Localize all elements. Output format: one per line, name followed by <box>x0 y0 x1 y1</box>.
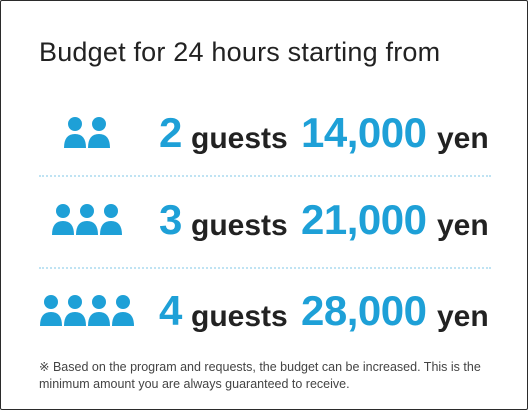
person-icon <box>76 204 98 235</box>
guests-label: guests <box>191 209 288 242</box>
currency-label: yen <box>437 300 489 333</box>
person-icon <box>112 295 134 326</box>
person-icon <box>100 204 122 235</box>
person-icon <box>64 117 86 148</box>
budget-note: ※ Based on the program and requests, the… <box>39 360 481 391</box>
guest-count: 3 <box>159 196 183 243</box>
row-divider <box>39 175 491 177</box>
currency-label: yen <box>437 122 489 155</box>
guest-icons <box>39 293 135 329</box>
guest-icons <box>51 202 123 238</box>
budget-title: Budget for 24 hours starting from <box>39 37 441 67</box>
currency-label: yen <box>437 209 489 242</box>
row-divider <box>39 267 491 269</box>
guest-count: 2 <box>159 109 183 156</box>
person-icon <box>88 117 110 148</box>
person-icon <box>88 295 110 326</box>
guests-label: guests <box>191 300 288 333</box>
budget-amount: 14,000 <box>301 109 427 156</box>
person-icon <box>52 204 74 235</box>
budget-amount: 28,000 <box>301 287 427 334</box>
person-icon <box>64 295 86 326</box>
budget-amount: 21,000 <box>301 196 427 243</box>
budget-row: 4 guests 28,000 yen <box>1 281 527 341</box>
guest-icons <box>63 115 111 151</box>
budget-row: 2 guests 14,000 yen <box>1 103 527 163</box>
budget-row: 3 guests 21,000 yen <box>1 190 527 250</box>
guests-label: guests <box>191 122 288 155</box>
guest-count: 4 <box>159 287 183 334</box>
person-icon <box>40 295 62 326</box>
